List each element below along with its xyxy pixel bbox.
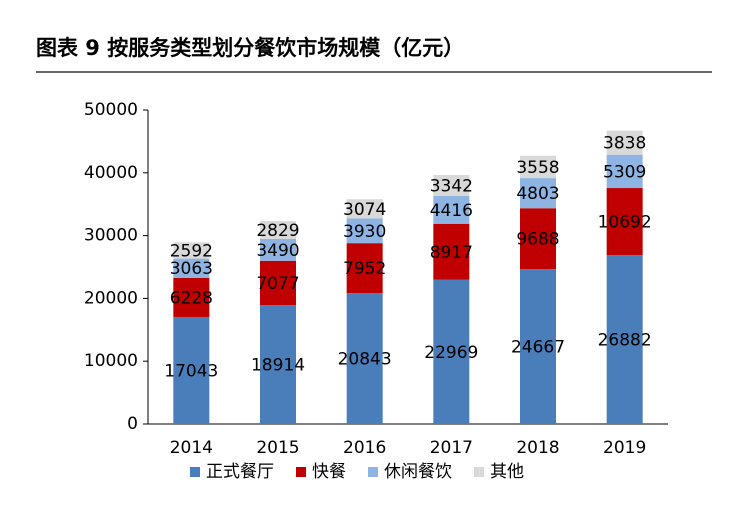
chart-title: 图表 9 按服务类型划分餐饮市场规模（亿元） — [36, 36, 464, 60]
data-label: 2592 — [170, 241, 213, 261]
x-tick-label: 2018 — [516, 438, 559, 458]
data-label: 5309 — [603, 162, 646, 182]
data-label: 20843 — [338, 350, 392, 370]
legend-label: 休闲餐饮 — [384, 462, 452, 482]
y-tick-label: 40000 — [84, 163, 138, 183]
y-tick-label: 50000 — [84, 100, 138, 120]
bar-segment — [346, 293, 383, 424]
bar-segment — [260, 221, 296, 239]
data-label: 4803 — [516, 184, 559, 204]
bar-segment — [173, 242, 210, 259]
bar-segment — [346, 218, 383, 244]
x-tick-label: 2019 — [603, 438, 646, 458]
data-label: 3838 — [603, 134, 646, 154]
legend-swatch — [474, 467, 484, 477]
bar-segment — [173, 277, 210, 317]
data-label: 6228 — [170, 288, 213, 308]
bar-segment — [520, 155, 556, 179]
bar-segment — [433, 279, 470, 424]
x-tick-label: 2017 — [430, 438, 473, 458]
y-tick-label: 30000 — [84, 226, 138, 246]
data-label: 3930 — [343, 222, 386, 242]
y-tick-label: 10000 — [84, 351, 138, 371]
data-label: 2829 — [256, 221, 299, 241]
data-label: 9688 — [516, 230, 559, 250]
data-label: 3063 — [170, 259, 213, 279]
legend-swatch — [190, 467, 200, 477]
data-label: 10692 — [598, 213, 652, 233]
data-label: 8917 — [430, 243, 473, 263]
bar-segment — [260, 238, 296, 261]
data-label: 4416 — [430, 201, 473, 221]
legend-label: 正式餐厅 — [206, 462, 274, 482]
bar-segment — [606, 130, 643, 155]
bar-segment — [173, 316, 210, 424]
bar-segment — [606, 255, 643, 424]
data-label: 18914 — [251, 356, 305, 376]
data-label: 22969 — [424, 343, 478, 363]
legend-label: 其他 — [490, 462, 524, 482]
bar-segment — [520, 269, 556, 424]
data-label: 26882 — [598, 331, 652, 351]
legend-label: 快餐 — [312, 462, 346, 482]
data-label: 7952 — [343, 259, 386, 279]
data-label: 17043 — [164, 361, 218, 381]
bar-segment — [433, 223, 470, 280]
bar-segment — [520, 208, 556, 270]
data-label: 3074 — [343, 200, 386, 220]
bar-segment — [346, 199, 383, 219]
bar-segment — [606, 188, 643, 256]
bar-segment — [433, 196, 470, 224]
y-tick-label: 20000 — [84, 288, 138, 308]
data-label: 24667 — [511, 338, 565, 358]
data-label: 3342 — [430, 177, 473, 197]
data-label: 7077 — [256, 274, 299, 294]
bar-segment — [260, 260, 296, 306]
legend-swatch — [368, 467, 378, 477]
y-tick-label: 0 — [127, 414, 138, 434]
bar-segment — [173, 258, 210, 278]
x-tick-label: 2014 — [170, 438, 213, 458]
legend-swatch — [296, 467, 306, 477]
bar-segment — [520, 178, 556, 209]
bar-segment — [606, 154, 643, 189]
bar-segment — [433, 175, 470, 197]
x-tick-label: 2016 — [343, 438, 386, 458]
bar-segment — [260, 305, 296, 424]
x-tick-label: 2015 — [256, 438, 299, 458]
bar-segment — [346, 243, 383, 294]
data-label: 3490 — [256, 241, 299, 261]
data-label: 3558 — [516, 158, 559, 178]
